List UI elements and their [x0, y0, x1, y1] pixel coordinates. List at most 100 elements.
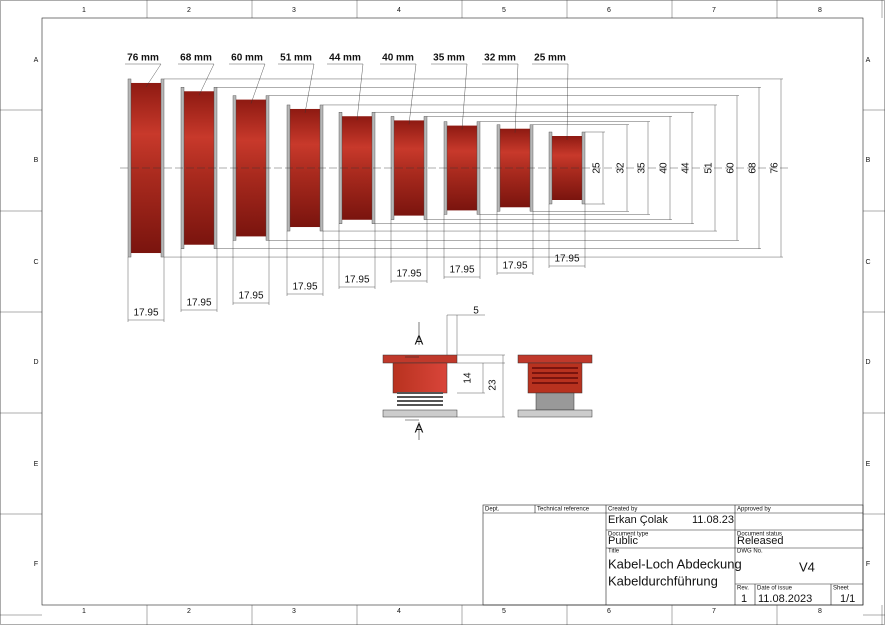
title-block-created-by-label: Created by — [608, 507, 637, 513]
dimension-line — [585, 131, 605, 205]
zone-row-label: A — [866, 57, 871, 64]
zone-column-label: 3 — [292, 7, 296, 14]
dimension-line — [286, 231, 324, 296]
width-dimension: 17.95 — [133, 308, 158, 319]
zone-column-label: 8 — [818, 7, 822, 14]
zone-column-label: 8 — [818, 608, 822, 615]
leader — [178, 63, 215, 96]
title-block-date-of-issue: 11.08.2023 — [758, 593, 812, 605]
zone-row-label: F — [34, 561, 38, 568]
zone-column-label: 6 — [607, 608, 611, 615]
title-block-sheet: 1/1 — [840, 593, 855, 605]
title-block-title-line1: Kabel-Loch Abdeckung — [608, 556, 742, 571]
zone-row-label: A — [34, 57, 39, 64]
diameter-dimension: 25 — [592, 162, 603, 174]
zone-column-label: 1 — [82, 7, 86, 14]
zone-column-label: 4 — [397, 7, 401, 14]
inner-border — [41, 17, 864, 606]
title-block-rev-label: Rev. — [737, 586, 749, 592]
leader — [532, 63, 569, 141]
diameter-dimension: 35 — [637, 162, 648, 174]
dimension-line — [338, 223, 376, 289]
width-dimension: 17.95 — [554, 254, 579, 265]
width-dimension: 17.95 — [238, 291, 263, 302]
dimension-line — [127, 257, 165, 322]
part-body — [500, 128, 530, 208]
title-block-document-type: Public — [608, 535, 638, 547]
part-label: 76 mm — [127, 53, 159, 64]
dimension: 5 — [473, 306, 479, 317]
diameter-dimension: 40 — [659, 162, 670, 174]
leader — [431, 63, 468, 130]
width-dimension: 17.95 — [449, 265, 474, 276]
dimension-line — [232, 240, 270, 305]
zone-row-label: C — [33, 259, 38, 266]
diameter-dimension: 76 — [770, 162, 781, 174]
width-dimension: 17.95 — [396, 269, 421, 280]
zone-row-label: B — [34, 157, 39, 164]
part-label: 60 mm — [231, 53, 263, 64]
title-block: Dept. Technical reference Created by Approv… — [482, 504, 864, 606]
zone-row-label: B — [866, 157, 871, 164]
zone-column-label: 7 — [712, 608, 716, 615]
zone-column-label: 4 — [397, 608, 401, 615]
title-block-document-type-label: Document type — [608, 532, 649, 538]
zone-column-label: 2 — [187, 7, 191, 14]
zone-column-label: 1 — [82, 608, 86, 615]
title-block-title-label: Title — [608, 549, 620, 555]
zone-row-label: C — [865, 259, 870, 266]
zone-column-label: 7 — [712, 7, 716, 14]
diameter-dimension: 60 — [726, 162, 737, 174]
part-flange — [127, 78, 132, 258]
part-label: 35 mm — [433, 53, 465, 64]
dimension-line — [496, 211, 534, 275]
title-block-title-line2: Kabeldurchführung — [608, 573, 718, 588]
leader — [482, 63, 519, 133]
part-label: 32 mm — [484, 53, 516, 64]
zone-row-label: F — [866, 561, 870, 568]
zone-row-label: D — [865, 359, 870, 366]
width-dimension: 17.95 — [344, 275, 369, 286]
title-block-created-by: Erkan Çolak — [608, 514, 668, 526]
title-block-technical-reference: Technical reference — [537, 507, 590, 513]
dimension-line — [548, 204, 586, 268]
leader — [229, 63, 266, 104]
leader — [125, 63, 162, 88]
title-block-document-status-label: Document status — [737, 532, 782, 538]
leader — [278, 63, 315, 113]
diameter-dimension: 68 — [748, 162, 759, 174]
title-block-date-of-issue-label: Date of issue — [757, 586, 793, 592]
title-block-rev: 1 — [741, 593, 747, 605]
zone-row-label: D — [33, 359, 38, 366]
width-dimension: 17.95 — [186, 298, 211, 309]
title-block-dwg-no: V4 — [799, 559, 815, 574]
zone-row-label: E — [34, 461, 39, 468]
zone-column-label: 2 — [187, 608, 191, 615]
width-dimension: 17.95 — [502, 261, 527, 272]
width-dimension: 17.95 — [292, 282, 317, 293]
zone-row-label: E — [866, 461, 871, 468]
part-label: 40 mm — [382, 53, 414, 64]
title-block-dwg-no-label: DWG No. — [737, 549, 763, 555]
part-label: 68 mm — [180, 53, 212, 64]
part-flange — [160, 78, 165, 258]
dimension-line — [390, 219, 428, 283]
zone-column-label: 5 — [502, 7, 506, 14]
cut-label: A — [415, 332, 424, 347]
cut-label: A — [415, 420, 424, 435]
zone-column-label: 5 — [502, 608, 506, 615]
title-block-created-date: 11.08.23 — [692, 514, 734, 526]
diameter-dimension: 32 — [616, 162, 627, 174]
part-label: 25 mm — [534, 53, 566, 64]
diameter-dimension: 44 — [681, 162, 692, 174]
leader — [327, 63, 364, 121]
title-block-document-status: Released — [737, 535, 783, 547]
diameter-dimension: 51 — [704, 162, 715, 174]
title-block-sheet-label: Sheet — [833, 586, 849, 592]
part-body — [236, 99, 266, 237]
part-label: 44 mm — [329, 53, 361, 64]
zone-column-label: 6 — [607, 7, 611, 14]
dimension-line — [443, 214, 481, 279]
dimension: 23 — [488, 379, 499, 391]
